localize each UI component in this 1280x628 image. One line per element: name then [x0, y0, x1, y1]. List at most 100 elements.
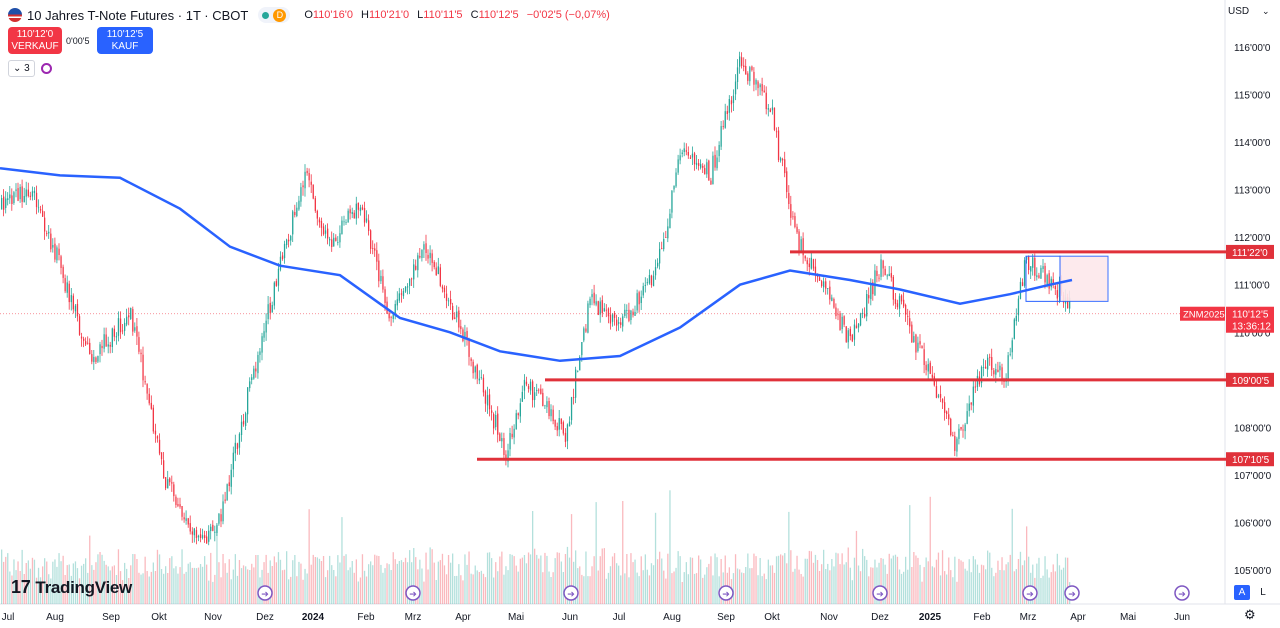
volume-bar [363, 570, 366, 604]
volume-bar [425, 552, 427, 604]
log-scale-button[interactable]: L [1260, 587, 1266, 598]
candle [505, 454, 507, 460]
candle [341, 220, 343, 235]
candle [683, 148, 685, 152]
volume-bar [1040, 578, 1042, 604]
candle [384, 289, 386, 303]
market-status-pill[interactable]: D [258, 7, 291, 23]
candle [796, 226, 798, 233]
volume-bar [9, 571, 11, 604]
event-marker-icon[interactable] [872, 585, 888, 601]
chevron-down-icon[interactable]: ⌄ [1262, 6, 1270, 16]
candle [454, 317, 456, 319]
candle [501, 438, 503, 442]
volume-bar [119, 571, 122, 604]
volume-bar [831, 559, 833, 604]
volume-bar [210, 552, 212, 604]
volume-bar [654, 512, 657, 604]
volume-bar [423, 581, 425, 604]
candle [558, 418, 560, 430]
event-marker-icon[interactable] [405, 585, 421, 601]
volume-bar [767, 559, 769, 604]
volume-bar [648, 575, 651, 604]
volume-bar [948, 557, 950, 604]
volume-bar [318, 558, 321, 604]
currency-selector[interactable]: USD [1228, 6, 1250, 17]
volume-bar [292, 560, 294, 604]
candle [62, 266, 64, 278]
volume-bar [978, 572, 981, 604]
event-marker-icon[interactable] [563, 585, 579, 601]
candle [5, 198, 7, 208]
volume-bar [886, 573, 888, 604]
price-tick-label: 114'00'0 [1234, 138, 1271, 149]
candle [460, 326, 462, 330]
candle [349, 209, 351, 214]
candle [946, 411, 948, 414]
candle [150, 402, 152, 409]
candle [540, 388, 542, 394]
indicator-count[interactable]: ⌄ 3 [8, 59, 35, 77]
buy-button[interactable]: 110'12'5 KAUF [97, 27, 153, 54]
volume-bar [48, 574, 50, 604]
sell-button[interactable]: 110'12'0 VERKAUF [8, 27, 62, 54]
volume-bar [501, 551, 503, 604]
candle [937, 395, 940, 397]
volume-bar [255, 555, 257, 604]
volume-bar [87, 572, 89, 604]
candle [56, 247, 58, 261]
candle [570, 397, 573, 421]
refresh-icon[interactable] [40, 62, 52, 74]
event-marker-icon[interactable] [1174, 585, 1190, 601]
symbol-title[interactable]: 10 Jahres T-Note Futures · 1T · CBOT [27, 7, 249, 23]
volume-bar [245, 566, 247, 604]
gear-icon[interactable]: ⚙ [1244, 607, 1256, 622]
candle [136, 326, 138, 337]
candle [855, 325, 858, 329]
event-marker-icon[interactable] [718, 585, 734, 601]
candle [509, 433, 511, 450]
candle [208, 530, 210, 542]
candle [468, 339, 470, 357]
price-tick-label: 107'00'0 [1234, 471, 1272, 482]
candle [439, 267, 441, 286]
volume-bar [806, 558, 808, 604]
indicator-toggle[interactable]: ⌄ 3 [8, 59, 52, 77]
candle [786, 171, 788, 193]
event-marker-icon[interactable] [1022, 585, 1038, 601]
moving-average-line[interactable] [0, 166, 1073, 363]
candle [224, 499, 226, 501]
volume-bar [324, 577, 327, 604]
volume-bar [306, 573, 308, 604]
candle [823, 281, 825, 288]
candle [874, 270, 876, 296]
candle [780, 158, 782, 161]
event-marker-icon[interactable] [1064, 585, 1080, 601]
volume-bar [1023, 560, 1026, 604]
volume-bar [720, 559, 722, 604]
volume-bar [404, 557, 407, 604]
event-marker-icon[interactable] [257, 585, 273, 601]
candle [962, 429, 964, 431]
candle [484, 391, 487, 404]
candle [941, 398, 944, 403]
volume-bar [347, 570, 349, 604]
candle [413, 264, 415, 280]
candle [64, 278, 66, 292]
volume-bar [52, 561, 54, 604]
candle [550, 409, 552, 417]
volume-bar [814, 554, 817, 604]
candle [972, 386, 974, 406]
volume-bar [507, 570, 509, 604]
price-tick-label: 108'00'0 [1234, 423, 1272, 434]
volume-bar [687, 574, 689, 604]
time-tick-label: Feb [357, 612, 375, 623]
volume-bar [482, 573, 485, 604]
volume-bar [956, 581, 958, 604]
candle [503, 438, 505, 455]
auto-scale-button[interactable]: A [1234, 585, 1250, 600]
volume-bar [265, 554, 267, 604]
volume-bar [335, 576, 337, 604]
range-box-right[interactable] [1059, 255, 1109, 302]
